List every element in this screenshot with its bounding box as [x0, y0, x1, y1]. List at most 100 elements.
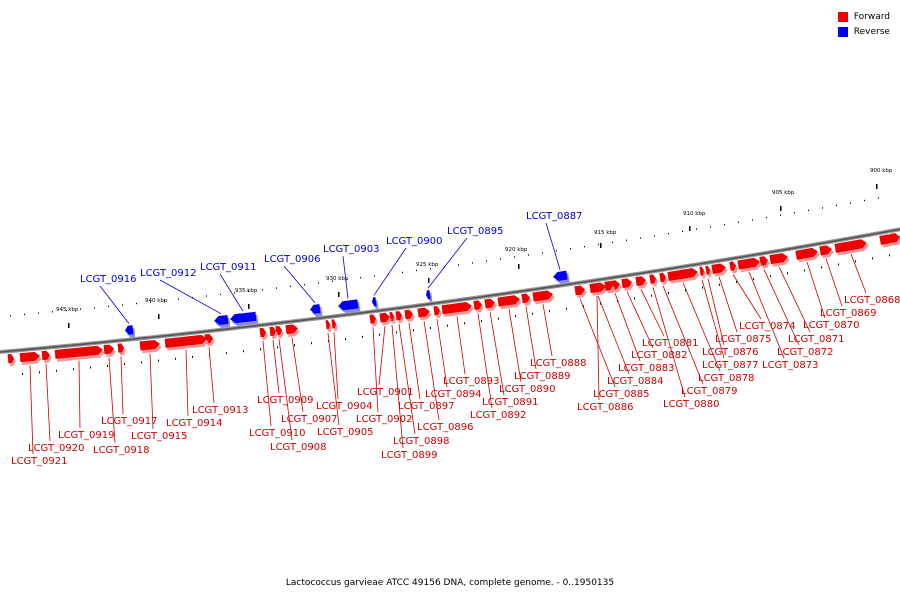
- gene-label[interactable]: LCGT_0880: [663, 399, 720, 410]
- gene-label[interactable]: LCGT_0876: [702, 347, 759, 358]
- ruler-dot: [192, 355, 193, 358]
- gene-label[interactable]: LCGT_0921: [11, 456, 68, 467]
- gene-label[interactable]: LCGT_0891: [482, 397, 539, 408]
- gene-label[interactable]: LCGT_0916: [80, 274, 137, 285]
- gene-label[interactable]: LCGT_0879: [681, 386, 738, 397]
- ruler-dot: [416, 269, 417, 272]
- ruler-dot: [277, 346, 278, 349]
- ruler-dot: [73, 368, 74, 371]
- ruler-dot: [651, 294, 652, 297]
- gene-label[interactable]: LCGT_0909: [257, 395, 314, 406]
- ruler-dot: [864, 199, 865, 202]
- ruler-dot: [719, 283, 720, 286]
- ruler-dot: [668, 233, 669, 235]
- LCGT_0870-feature: [795, 247, 820, 263]
- gene-label[interactable]: LCGT_0917: [101, 416, 158, 427]
- gene-label[interactable]: LCGT_0899: [381, 450, 438, 461]
- LCGT_0905-feature: [325, 320, 332, 333]
- leader-line: [477, 313, 493, 409]
- LCGT_0891-feature: [484, 298, 497, 312]
- gene-label[interactable]: LCGT_0906: [264, 254, 321, 265]
- gene-label[interactable]: LCGT_0873: [762, 360, 819, 371]
- ruler-dot: [124, 363, 125, 366]
- gene-label[interactable]: LCGT_0878: [698, 373, 755, 384]
- gene-label[interactable]: LCGT_0904: [316, 401, 373, 412]
- gene-label[interactable]: LCGT_0905: [317, 427, 374, 438]
- gene-label[interactable]: LCGT_0872: [777, 347, 834, 358]
- gene-label[interactable]: LCGT_0920: [28, 443, 85, 454]
- gene-label[interactable]: LCGT_0897: [398, 401, 455, 412]
- leader-line: [149, 353, 154, 430]
- gene-label[interactable]: LCGT_0902: [356, 414, 413, 425]
- leader-line: [219, 273, 244, 312]
- gene-label[interactable]: LCGT_0869: [820, 308, 877, 319]
- unlabeled-feature: [604, 281, 615, 294]
- ruler-dot: [24, 313, 25, 316]
- leader-line: [185, 349, 189, 417]
- gene-label[interactable]: LCGT_0911: [200, 262, 257, 273]
- gene-label[interactable]: LCGT_0886: [577, 402, 634, 413]
- gene-label[interactable]: LCGT_0893: [443, 376, 500, 387]
- LCGT_0876-feature: [705, 265, 712, 278]
- gene-label[interactable]: LCGT_0868: [844, 295, 900, 306]
- ruler-dot: [598, 243, 599, 246]
- gene-label[interactable]: LCGT_0915: [131, 431, 188, 442]
- leader-line: [372, 327, 379, 413]
- gene-label[interactable]: LCGT_0875: [715, 334, 772, 345]
- gene-label[interactable]: LCGT_0874: [739, 321, 796, 332]
- gene-label[interactable]: LCGT_0907: [281, 414, 338, 425]
- gene-label[interactable]: LCGT_0871: [788, 334, 845, 345]
- leader-line: [408, 322, 421, 400]
- gene-label[interactable]: LCGT_0908: [270, 442, 327, 453]
- ruler-dot: [640, 237, 641, 239]
- gene-label[interactable]: LCGT_0894: [425, 389, 482, 400]
- leader-line: [525, 306, 537, 370]
- gene-label[interactable]: LCGT_0900: [386, 236, 443, 247]
- LCGT_0895-feature: [426, 289, 433, 303]
- ruler-dot: [808, 209, 809, 211]
- gene-label[interactable]: LCGT_0910: [249, 428, 306, 439]
- ruler-dot: [260, 348, 261, 351]
- gene-label[interactable]: LCGT_0919: [58, 430, 115, 441]
- gene-label[interactable]: LCGT_0882: [631, 350, 688, 361]
- gene-label[interactable]: LCGT_0918: [93, 445, 150, 456]
- LCGT_0892-feature: [473, 300, 484, 313]
- ruler-dot: [447, 324, 448, 327]
- gene-label[interactable]: LCGT_0890: [499, 384, 556, 395]
- gene-label[interactable]: LCGT_0888: [530, 358, 587, 369]
- gene-label[interactable]: LCGT_0883: [618, 363, 675, 374]
- gene-label[interactable]: LCGT_0903: [323, 244, 380, 255]
- legend-reverse: Reverse: [837, 24, 890, 39]
- gene-label[interactable]: LCGT_0912: [140, 268, 197, 279]
- gene-label[interactable]: LCGT_0895: [447, 226, 504, 237]
- gene-label[interactable]: LCGT_0881: [642, 338, 699, 349]
- gene-label[interactable]: LCGT_0877: [702, 360, 759, 371]
- ruler-dot: [430, 268, 431, 270]
- gene-label[interactable]: LCGT_0896: [417, 422, 474, 433]
- gene-label[interactable]: LCGT_0889: [514, 371, 571, 382]
- ruler-dot: [584, 246, 585, 248]
- gene-label[interactable]: LCGT_0913: [192, 405, 249, 416]
- gene-label[interactable]: LCGT_0870: [803, 320, 860, 331]
- ruler-dot: [346, 278, 347, 281]
- ruler-dot: [379, 333, 380, 336]
- ruler-dot: [206, 295, 207, 297]
- legend-forward-label: Forward: [853, 11, 890, 22]
- ruler-dot: [787, 272, 788, 275]
- gene-label[interactable]: LCGT_0884: [607, 376, 664, 387]
- leader-line: [423, 320, 440, 421]
- gene-label[interactable]: LCGT_0901: [357, 387, 414, 398]
- leader-line: [732, 274, 762, 320]
- leader-line: [278, 338, 293, 441]
- ruler-dot: [158, 359, 159, 362]
- ruler-dot: [294, 344, 295, 347]
- gene-label[interactable]: LCGT_0914: [166, 418, 223, 429]
- gene-label[interactable]: LCGT_0898: [393, 436, 450, 447]
- gene-label[interactable]: LCGT_0885: [593, 389, 650, 400]
- leader-line: [652, 287, 686, 398]
- leader-line: [436, 318, 448, 388]
- ruler-dot: [542, 252, 543, 254]
- gene-label[interactable]: LCGT_0887: [526, 211, 583, 222]
- ruler-dot: [80, 308, 81, 310]
- gene-label[interactable]: LCGT_0892: [470, 410, 527, 421]
